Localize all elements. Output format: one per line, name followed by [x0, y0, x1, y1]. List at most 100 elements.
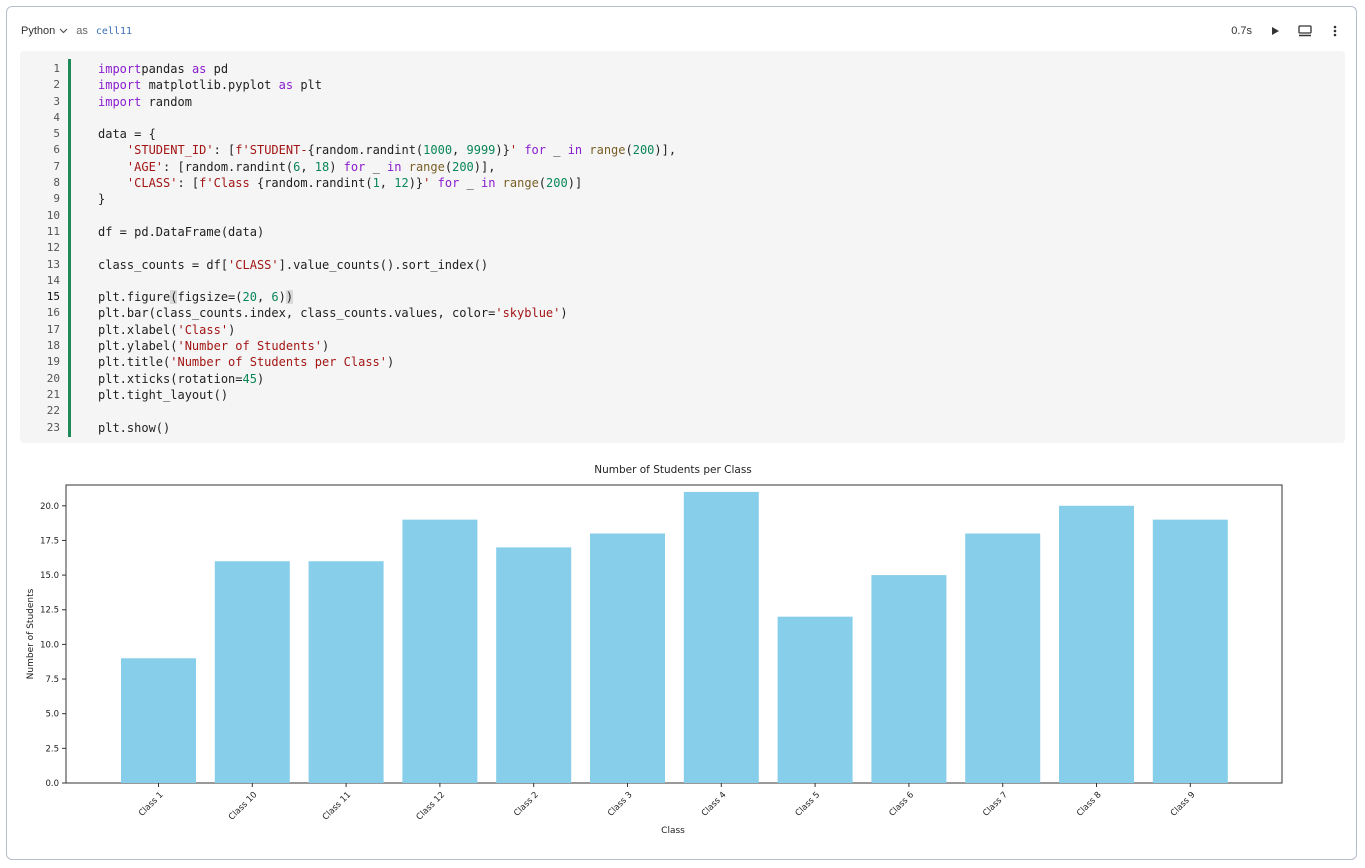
code-token: range [589, 143, 626, 158]
code-line[interactable]: 4 [20, 110, 1345, 126]
code-text[interactable]: 'AGE': [random.randint(6, 18) for _ in r… [98, 159, 496, 175]
code-line[interactable]: 16 plt.bar(class_counts.index, class_coun… [20, 305, 1345, 321]
code-line[interactable]: 6 'STUDENT_ID': [f'STUDENT-{random.randi… [20, 142, 1345, 158]
code-token: ' [423, 176, 431, 191]
code-token [98, 176, 127, 190]
code-line[interactable]: 10 [20, 208, 1345, 224]
code-text[interactable]: 'CLASS': [f'Class {random.randint(1, 12)… [98, 175, 582, 191]
code-token: )], [654, 143, 677, 158]
code-token: ( [444, 159, 453, 174]
code-token: in [387, 159, 402, 174]
code-token: 'Class' [177, 322, 229, 337]
code-editor[interactable]: 1 importpandas as pd 2 import matplotlib.py… [20, 51, 1345, 443]
code-token: range [502, 176, 539, 191]
code-text[interactable]: plt.tight_layout() [98, 387, 228, 403]
bar [402, 519, 478, 783]
line-number: 18 [46, 339, 60, 353]
bar [121, 658, 196, 783]
execution-indicator [68, 59, 71, 437]
y-tick-label: 17.5 [40, 536, 59, 546]
code-token: 'CLASS' [228, 257, 279, 272]
code-token: {random.randint( [256, 176, 373, 191]
code-lines[interactable]: 1 importpandas as pd 2 import matplotlib.py… [20, 61, 1345, 436]
code-line[interactable]: 12 [20, 240, 1345, 256]
code-text[interactable]: plt.figure(figsize=(20, 6)) [98, 289, 294, 305]
code-token: _ [365, 159, 388, 174]
language-selector[interactable]: Python as cell11 [21, 25, 132, 37]
code-text[interactable]: 'STUDENT_ID': [f'STUDENT-{random.randint… [98, 142, 676, 158]
output-toggle-icon[interactable] [1298, 24, 1312, 38]
code-line[interactable]: 1 importpandas as pd [20, 61, 1345, 77]
code-token: 200 [546, 176, 568, 191]
code-token: , [300, 159, 315, 174]
code-token: figsize=( [177, 290, 243, 305]
x-tick-label: Class 5 [794, 790, 823, 819]
code-token: ) [278, 290, 286, 305]
code-line[interactable]: 19 plt.title('Number of Students per Clas… [20, 354, 1345, 370]
code-token: ' [509, 143, 518, 158]
code-line[interactable]: 23 plt.show() [20, 420, 1345, 436]
code-line[interactable]: 5 data = { [20, 126, 1345, 142]
code-token: as [191, 62, 207, 76]
code-token: plt.ylabel( [98, 339, 178, 354]
code-text[interactable]: plt.ylabel('Number of Students') [98, 338, 329, 354]
code-text[interactable]: plt.show() [98, 420, 170, 436]
code-token [402, 160, 409, 174]
line-number: 11 [46, 224, 60, 238]
code-line[interactable]: 20 plt.xticks(rotation=45) [20, 371, 1345, 387]
code-line[interactable]: 17 plt.xlabel('Class') [20, 322, 1345, 338]
code-token: 'AGE' [126, 159, 164, 174]
line-number: 9 [53, 192, 60, 206]
cell-name[interactable]: cell11 [95, 25, 132, 37]
code-line[interactable]: 11 df = pd.DataFrame(data) [20, 224, 1345, 240]
code-text[interactable]: plt.title('Number of Students per Class'… [98, 354, 394, 370]
more-options-icon[interactable] [1328, 24, 1342, 38]
code-line[interactable]: 18 plt.ylabel('Number of Students') [20, 338, 1345, 354]
code-line[interactable]: 14 [20, 273, 1345, 289]
plot-area [65, 484, 1283, 784]
code-text[interactable]: data = { [98, 126, 156, 142]
cell-controls: 0.7s [1231, 24, 1342, 38]
code-text[interactable]: plt.xticks(rotation=45) [98, 371, 264, 387]
code-line[interactable]: 15 plt.figure(figsize=(20, 6)) [20, 289, 1345, 305]
code-token [98, 160, 127, 174]
line-number: 3 [53, 94, 60, 108]
chevron-down-icon[interactable] [59, 26, 68, 36]
bar [590, 533, 665, 783]
bar-chart: Number of Students per Class 0.0 2.5 5.0 7.… [26, 464, 1283, 836]
code-token: ) [560, 306, 568, 321]
code-text[interactable]: class_counts = df['CLASS'].value_counts(… [98, 257, 488, 273]
code-line[interactable]: 13 class_counts = df['CLASS'].value_count… [20, 257, 1345, 273]
language-label[interactable]: Python [21, 25, 56, 37]
code-token: data = { [98, 127, 156, 142]
code-line[interactable]: 8 'CLASS': [f'Class {random.randint(1, 1… [20, 175, 1345, 191]
code-text[interactable]: } [98, 191, 105, 207]
code-token: 45 [242, 371, 257, 386]
x-tick-label: Class 6 [887, 790, 916, 819]
code-line[interactable]: 21 plt.tight_layout() [20, 387, 1345, 403]
run-icon[interactable] [1268, 24, 1282, 38]
code-text[interactable]: plt.bar(class_counts.index, class_counts… [98, 305, 568, 321]
code-line[interactable]: 2 import matplotlib.pyplot as plt [20, 77, 1345, 93]
code-line[interactable]: 22 [20, 403, 1345, 419]
code-text[interactable]: plt.xlabel('Class') [98, 322, 235, 338]
code-text[interactable]: df = pd.DataFrame(data) [98, 224, 264, 240]
code-token: ) [321, 339, 330, 354]
code-text[interactable]: import random [98, 94, 192, 110]
code-line[interactable]: 7 'AGE': [random.randint(6, 18) for _ in… [20, 159, 1345, 175]
code-token: ].value_counts().sort_index() [278, 257, 489, 272]
code-line[interactable]: 9} [20, 191, 1345, 207]
x-tick-label: Class 10 [227, 790, 259, 822]
code-text[interactable]: import matplotlib.pyplot as plt [98, 77, 322, 93]
code-text[interactable]: importpandas as pd [98, 61, 228, 77]
notebook-cell: Python as cell11 0.7s 1 importpandas as p… [6, 6, 1357, 860]
code-token: ( [625, 143, 633, 158]
code-token: ( [170, 290, 178, 305]
line-number: 13 [46, 257, 60, 271]
execution-time: 0.7s [1231, 25, 1252, 37]
code-token: as [278, 78, 294, 93]
code-token: )} [408, 176, 424, 191]
code-line[interactable]: 3 import random [20, 94, 1345, 110]
line-number: 8 [53, 176, 60, 190]
x-tick-label: Class 7 [981, 790, 1010, 819]
